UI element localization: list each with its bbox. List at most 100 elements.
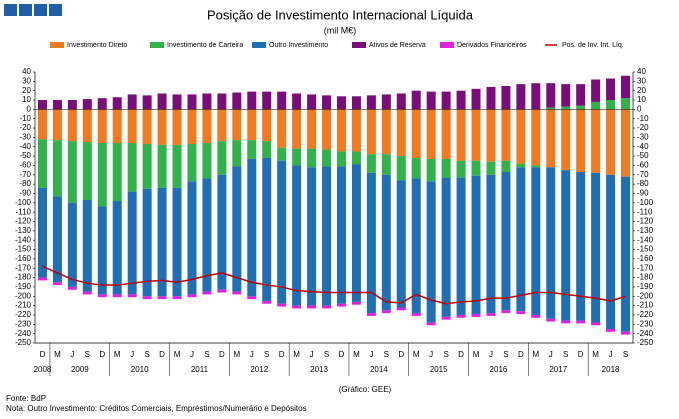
bar-segment	[336, 96, 346, 110]
chart-title: Posição de Investimento Internacional Lí…	[207, 7, 474, 22]
bar-segment	[606, 100, 616, 110]
bar-segment	[486, 109, 496, 162]
bar-segment	[52, 109, 62, 141]
y2-tick-label: -90	[637, 189, 649, 198]
bar-segment	[232, 140, 242, 167]
x-tick-label: J	[70, 350, 74, 359]
x-tick-label: J	[310, 350, 314, 359]
bar-segment	[411, 178, 421, 314]
bar-segment	[381, 154, 391, 175]
bar-segment	[37, 139, 47, 188]
y-tick-label: -110	[16, 207, 32, 216]
bar-segment	[561, 84, 571, 107]
y2-tick-label: -250	[637, 338, 654, 347]
y2-tick-label: -210	[637, 301, 654, 310]
bar-segment	[292, 93, 302, 110]
bar-segment	[232, 291, 242, 295]
bar-segment	[396, 180, 406, 308]
x-tick-label: D	[339, 350, 345, 359]
y-tick-label: -80	[19, 179, 31, 188]
bar-segment	[172, 94, 182, 110]
bar-segment	[456, 109, 466, 161]
y-tick-label: -10	[19, 114, 31, 123]
y-tick-label: 20	[22, 86, 31, 95]
bar-segment	[411, 313, 421, 316]
bar-segment	[217, 289, 227, 293]
bar-segment	[52, 100, 62, 110]
x-tick-label: D	[398, 350, 404, 359]
x-tick-label: S	[85, 350, 90, 359]
bar-segment	[307, 305, 317, 309]
bar-segment	[561, 320, 571, 324]
bar-segment	[546, 107, 556, 110]
bar-segment	[82, 200, 92, 292]
bar-segment	[37, 187, 47, 278]
x-tick-label: M	[353, 350, 360, 359]
bar-segment	[277, 109, 287, 148]
bar-segment	[292, 305, 302, 309]
y-tick-label: -120	[15, 217, 32, 226]
bar-segment	[591, 172, 601, 323]
bar-segment	[67, 141, 77, 203]
bar-segment	[591, 79, 601, 102]
legend-swatch	[50, 42, 64, 48]
y2-tick-label: -70	[637, 170, 649, 179]
bar-segment	[322, 109, 332, 150]
logo	[19, 4, 32, 16]
y-tick-label: -160	[15, 254, 32, 263]
legend-label: Investimento de Carteira	[167, 42, 243, 49]
bar-segment	[322, 95, 332, 110]
bar-segment	[307, 167, 317, 306]
bar-segment	[606, 174, 616, 329]
x-tick-label: M	[293, 350, 300, 359]
bar-segment	[187, 143, 197, 182]
bar-segment	[546, 83, 556, 108]
bar-segment	[322, 305, 332, 309]
legend-label: Derivados Financeiros	[457, 42, 527, 49]
bar-segment	[262, 91, 272, 110]
bar-segment	[262, 300, 272, 304]
bar-segment	[97, 143, 107, 207]
note: Nota: Outro Investimento: Créditos Comer…	[6, 404, 307, 413]
bar-segment	[277, 303, 287, 307]
x-tick-label: D	[99, 350, 105, 359]
bar-segment	[621, 75, 631, 99]
bar-segment	[516, 109, 526, 164]
bar-segment	[247, 91, 257, 110]
y2-tick-label: -100	[637, 198, 654, 207]
bar-segment	[202, 93, 212, 110]
bar-segment	[456, 314, 466, 318]
bar-segment	[591, 322, 601, 326]
bar-segment	[531, 314, 541, 318]
bar-segment	[142, 296, 152, 300]
legend-swatch	[440, 42, 454, 48]
bar-segment	[157, 296, 167, 300]
y2-tick-label: -220	[637, 310, 654, 319]
bar-segment	[576, 320, 586, 324]
bar-segment	[292, 165, 302, 306]
year-label: 2015	[430, 365, 448, 374]
x-tick-label: M	[54, 350, 61, 359]
bar-segment	[37, 100, 47, 110]
bar-segment	[67, 286, 77, 290]
x-tick-label: J	[429, 350, 433, 359]
x-tick-label: S	[144, 350, 149, 359]
x-tick-label: M	[532, 350, 539, 359]
y-tick-label: -40	[19, 142, 31, 151]
legend-swatch	[352, 42, 366, 48]
y-tick-label: -90	[19, 189, 31, 198]
bar-segment	[366, 95, 376, 110]
y2-tick-label: -130	[637, 226, 654, 235]
line-series	[42, 265, 626, 305]
bar-segment	[157, 144, 167, 188]
bar-segment	[411, 157, 421, 179]
bar-segment	[366, 172, 376, 314]
bar-segment	[546, 109, 556, 168]
bar-segment	[247, 158, 257, 297]
credit: (Gráfico: GEE)	[339, 385, 392, 394]
y2-tick-label: 20	[637, 86, 646, 95]
y2-tick-label: -80	[637, 179, 649, 188]
bar-segment	[366, 313, 376, 316]
y-tick-label: -180	[15, 273, 32, 282]
y-tick-label: 30	[22, 76, 31, 85]
